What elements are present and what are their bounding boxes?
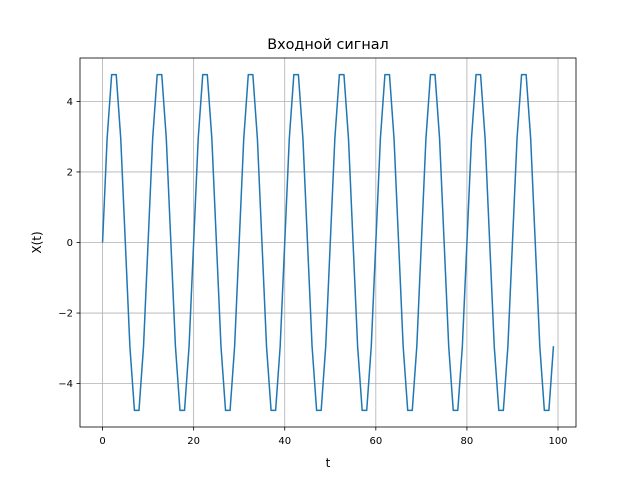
series — [101, 73, 555, 412]
axes-frame — [79, 57, 577, 428]
x-tick-label: 60 — [369, 436, 382, 447]
y-tick-label: −2 — [58, 309, 73, 320]
x-tick-label: 40 — [278, 436, 291, 447]
ticks: 0 20 40 60 80 100 −4 −2 0 2 4 — [58, 97, 567, 447]
signal-line — [101, 73, 555, 412]
y-tick-label: 2 — [67, 167, 73, 178]
x-tick-label: 0 — [99, 436, 105, 447]
x-tick-label: 100 — [548, 436, 567, 447]
y-tick-label: 0 — [67, 238, 73, 249]
y-axis-label: X(t) — [30, 231, 44, 253]
x-tick-label: 20 — [187, 436, 200, 447]
y-tick-label: 4 — [67, 97, 73, 108]
y-tick-label: −4 — [58, 379, 73, 390]
chart-title: Входной сигнал — [267, 37, 389, 53]
x-axis-label: t — [326, 456, 331, 470]
x-tick-label: 80 — [461, 436, 474, 447]
